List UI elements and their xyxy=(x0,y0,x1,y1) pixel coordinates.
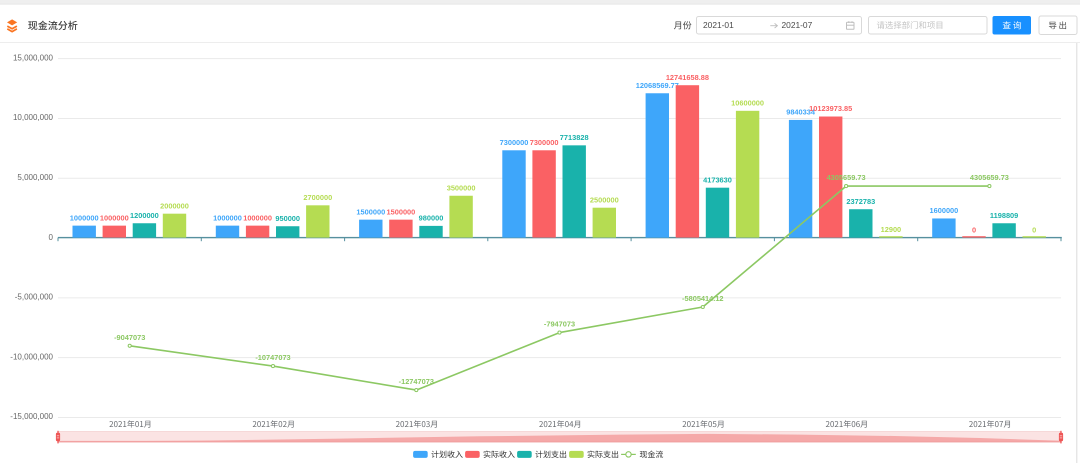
svg-text:-12747073: -12747073 xyxy=(399,377,434,386)
svg-text:12741658.88: 12741658.88 xyxy=(666,73,709,82)
svg-text:4305659.73: 4305659.73 xyxy=(970,173,1009,182)
svg-text:1000000: 1000000 xyxy=(70,213,99,222)
svg-text:7300000: 7300000 xyxy=(530,138,559,147)
svg-text:4305659.73: 4305659.73 xyxy=(827,173,866,182)
svg-text:2500000: 2500000 xyxy=(590,195,619,204)
svg-text:12068569.77: 12068569.77 xyxy=(636,81,679,90)
svg-text:10,000,000: 10,000,000 xyxy=(13,113,54,122)
svg-text:0: 0 xyxy=(1032,225,1036,234)
svg-text:1198809: 1198809 xyxy=(990,211,1018,220)
svg-text:1500000: 1500000 xyxy=(356,207,385,216)
svg-text:-5,000,000: -5,000,000 xyxy=(15,293,54,302)
svg-text:-10,000,000: -10,000,000 xyxy=(10,352,53,361)
svg-text:-15,000,000: -15,000,000 xyxy=(10,412,53,421)
svg-text:2021-01: 2021-01 xyxy=(703,20,734,30)
svg-text:-10747073: -10747073 xyxy=(255,353,290,362)
svg-text:1600000: 1600000 xyxy=(930,206,959,215)
svg-text:2372783: 2372783 xyxy=(846,197,875,206)
svg-text:2000000: 2000000 xyxy=(160,201,189,210)
svg-text:10123973.85: 10123973.85 xyxy=(809,104,852,113)
svg-text:9840334: 9840334 xyxy=(786,108,816,117)
svg-text:15,000,000: 15,000,000 xyxy=(13,53,54,62)
svg-text:7300000: 7300000 xyxy=(500,138,529,147)
svg-text:0: 0 xyxy=(49,233,54,242)
svg-text:4173630: 4173630 xyxy=(703,175,732,184)
svg-text:-5805414.12: -5805414.12 xyxy=(682,294,724,303)
svg-text:1200000: 1200000 xyxy=(130,211,159,220)
svg-text:2021-07: 2021-07 xyxy=(782,20,813,30)
svg-text:0: 0 xyxy=(972,225,976,234)
svg-text:5,000,000: 5,000,000 xyxy=(17,173,53,182)
svg-text:2700000: 2700000 xyxy=(303,193,332,202)
svg-text:1000000: 1000000 xyxy=(213,213,242,222)
svg-text:7713828: 7713828 xyxy=(560,133,589,142)
svg-text:1500000: 1500000 xyxy=(387,207,416,216)
svg-text:1000000: 1000000 xyxy=(100,213,129,222)
svg-text:3500000: 3500000 xyxy=(447,183,476,192)
svg-text:1000000: 1000000 xyxy=(243,213,272,222)
svg-text:12900: 12900 xyxy=(881,225,902,234)
svg-text:10600000: 10600000 xyxy=(731,99,764,108)
svg-text:980000: 980000 xyxy=(419,214,444,223)
svg-text:950000: 950000 xyxy=(275,214,300,223)
svg-text:-9047073: -9047073 xyxy=(114,333,145,342)
svg-text:-7947073: -7947073 xyxy=(544,320,575,329)
